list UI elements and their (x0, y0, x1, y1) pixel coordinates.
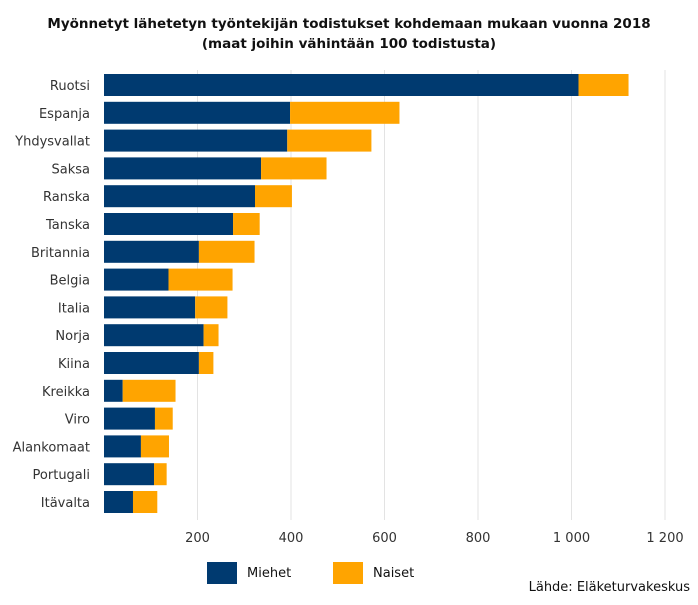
x-tick-label-3: 800 (466, 531, 491, 546)
bar-viro-naiset (154, 407, 173, 430)
bar-alankomaat-naiset (140, 435, 169, 458)
legend-label-miehet: Miehet (247, 565, 292, 581)
bar-itävalta-naiset (132, 491, 158, 513)
bar-chart: Ruotsi Espanja Yhdysvallat Saksa Ranska Tansk… (13, 70, 684, 546)
category-label-norja: Norja (55, 329, 90, 344)
category-label-saksa: Saksa (52, 162, 91, 177)
category-label-viro: Viro (65, 413, 90, 428)
bar-itävalta-miehet (104, 491, 133, 513)
bar-ranska-naiset (255, 185, 292, 208)
bar-kiina-miehet (104, 352, 199, 374)
bar-espanja-miehet (104, 101, 291, 124)
legend-swatch-miehet (207, 562, 237, 584)
category-label-espanja: Espanja (39, 107, 90, 122)
x-tick-label-4: 1 000 (553, 531, 590, 546)
legend-label-naiset: Naiset (373, 565, 415, 581)
legend-item-naiset: Naiset (333, 562, 414, 584)
category-label-kiina: Kiina (58, 357, 90, 372)
bar-kreikka-miehet (104, 379, 123, 402)
category-label-belgia: Belgia (50, 274, 90, 289)
chart-title-main: Myönnetyt lähetetyn työntekijän todistuk… (47, 16, 651, 32)
legend-swatch-naiset (333, 562, 363, 584)
category-label-itävalta: Itävalta (41, 496, 90, 511)
bar-saksa-naiset (261, 157, 327, 180)
category-label-ruotsi: Ruotsi (50, 79, 90, 94)
bar-alankomaat-miehet (104, 435, 141, 458)
bar-italia-naiset (195, 296, 228, 319)
legend-item-miehet: Miehet (207, 562, 291, 584)
category-label-portugali: Portugali (33, 468, 90, 483)
bar-yhdysvallat-miehet (104, 129, 288, 152)
category-label-italia: Italia (58, 301, 90, 316)
bar-britannia-miehet (104, 240, 199, 263)
bar-espanja-naiset (290, 101, 400, 124)
x-tick-label-2: 600 (372, 531, 397, 546)
bar-portugali-miehet (104, 463, 155, 486)
bar-tanska-naiset (233, 213, 260, 235)
category-label-alankomaat: Alankomaat (13, 440, 90, 455)
category-label-yhdysvallat: Yhdysvallat (14, 135, 90, 150)
category-label-kreikka: Kreikka (42, 385, 90, 400)
bar-saksa-miehet (104, 157, 262, 180)
source-note: Lähde: Eläketurvakeskus (528, 580, 690, 595)
bar-kreikka-naiset (122, 379, 176, 402)
bar-norja-naiset (203, 324, 219, 347)
bar-viro-miehet (104, 407, 155, 430)
bar-yhdysvallat-naiset (287, 129, 372, 152)
x-tick-label-0: 200 (185, 531, 210, 546)
category-label-britannia: Britannia (31, 246, 90, 261)
chart-title: Myönnetyt lähetetyn työntekijän todistuk… (0, 14, 698, 54)
bar-italia-miehet (104, 296, 196, 319)
x-tick-label-1: 400 (279, 531, 304, 546)
bar-ruotsi-naiset (578, 74, 629, 96)
bar-tanska-miehet (104, 213, 234, 235)
category-label-ranska: Ranska (43, 190, 90, 205)
category-label-tanska: Tanska (45, 218, 90, 233)
bar-kiina-naiset (198, 352, 214, 374)
chart-subtitle: (maat joihin vähintään 100 todistusta) (201, 36, 497, 52)
bar-belgia-naiset (168, 268, 233, 291)
bar-portugali-naiset (154, 463, 167, 486)
x-tick-label-5: 1 200 (646, 531, 683, 546)
bar-ruotsi-miehet (104, 74, 579, 96)
bar-ranska-miehet (104, 185, 256, 208)
bar-norja-miehet (104, 324, 204, 347)
bar-belgia-miehet (104, 268, 169, 291)
bar-britannia-naiset (198, 240, 255, 263)
